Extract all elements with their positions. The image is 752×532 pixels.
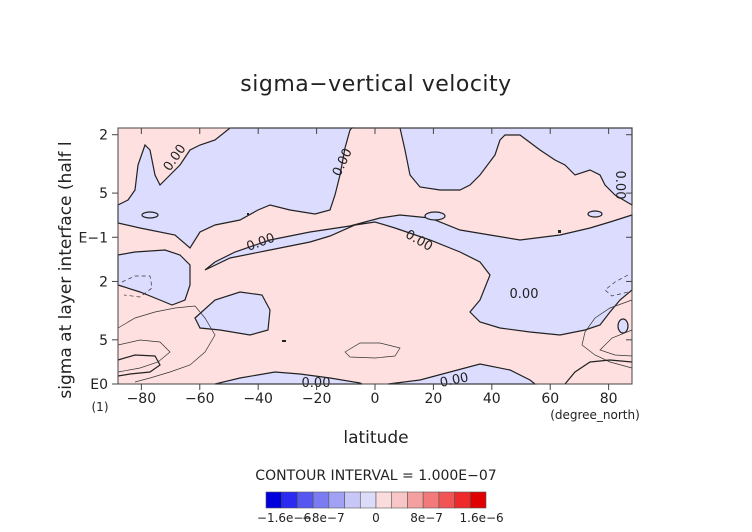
- colorbar-swatch: [328, 491, 345, 509]
- colorbar-swatch: [312, 491, 330, 509]
- colorbar-tick-label: −1.6e−6: [257, 511, 311, 525]
- x-tick-label: −60: [185, 391, 215, 407]
- x-tick-label: −80: [127, 391, 157, 407]
- colorbar-tick-label: 0: [372, 511, 380, 525]
- colorbar-swatch: [438, 491, 455, 509]
- negative-blob-2: [424, 211, 446, 221]
- contour-dashed-right: [604, 274, 629, 297]
- x-tick-label: 60: [541, 391, 559, 407]
- x-tick-label: −40: [243, 391, 273, 407]
- x-tick-label: −20: [302, 391, 332, 407]
- y-tick-label: 2: [99, 128, 108, 144]
- colorbar-swatch: [344, 491, 361, 509]
- contour-thin-left-2: [117, 339, 171, 373]
- colorbar-swatch: [391, 491, 408, 509]
- contour-thin-left: [117, 305, 216, 383]
- contour-thin-right-2: [599, 329, 633, 357]
- y-tick-label: E−1: [79, 230, 108, 246]
- negative-blob-4: [617, 318, 629, 334]
- colorbar-swatch: [469, 491, 487, 509]
- y-tick-label: E0: [90, 377, 108, 393]
- y-tick-label: 5: [99, 333, 108, 349]
- colorbar-swatch: [407, 491, 424, 509]
- negative-region-middle-center: [204, 214, 633, 336]
- x-tick-label: 0: [371, 391, 380, 407]
- x-axis-label: latitude: [343, 428, 408, 448]
- y-axis-units: (1): [92, 400, 109, 414]
- colorbar-swatch: [359, 491, 377, 509]
- y-axis: 2 5 E−1 2 5 E0: [79, 128, 632, 393]
- contour-label-8: 0.00: [439, 370, 470, 391]
- y-tick-label: 5: [99, 186, 108, 202]
- colorbar-swatch: [375, 491, 393, 509]
- chart-title: sigma−vertical velocity: [240, 72, 511, 97]
- bold-bottom-contours: [117, 354, 633, 385]
- marker-dot-1: [247, 213, 249, 215]
- thin-contours: [117, 274, 633, 383]
- y-axis-label: sigma at layer interface (half l: [56, 141, 76, 398]
- negative-region-upper-center: [352, 127, 633, 207]
- x-axis-units: (degree_north): [550, 408, 640, 422]
- colorbar-swatch: [422, 491, 440, 509]
- negative-blob-1: [141, 211, 159, 219]
- contour-thin-center: [344, 342, 401, 359]
- contour-label-5: 0.00: [510, 287, 539, 302]
- colorbar-tick-label: −8e−7: [302, 511, 345, 525]
- y-tick-label: 2: [99, 274, 108, 290]
- plot-area: 0.00 0.00 0.00 0.00 0.00 0.00 0.00 0.00: [117, 127, 633, 391]
- contour-dashed-left: [121, 275, 153, 298]
- negative-regions: [117, 127, 633, 385]
- negative-region-left-blob: [194, 291, 271, 336]
- colorbar-swatch: [281, 491, 298, 509]
- x-tick-label: 20: [424, 391, 442, 407]
- marker-dot-3: [282, 340, 286, 342]
- colorbar-swatch: [297, 491, 314, 509]
- x-axis: −80 −60 −40 −20 0 20 40 60 80: [127, 128, 618, 407]
- contour-label-6: 0.00: [612, 171, 627, 200]
- contour-bold-bottom-left: [117, 354, 161, 377]
- x-tick-label: 40: [483, 391, 501, 407]
- contour-interval-text: CONTOUR INTERVAL = 1.000E−07: [255, 468, 496, 484]
- negative-region-upper-left: [117, 127, 354, 249]
- contour-bold-bottom-right: [564, 359, 633, 385]
- colorbar: −1.6e−6−8e−7 0 8e−7 1.6e−6: [257, 491, 504, 525]
- colorbar-swatch: [265, 491, 283, 509]
- colorbar-swatch: [454, 491, 471, 509]
- negative-region-bottom-right: [387, 363, 537, 385]
- negative-region-middle-band: [117, 249, 191, 306]
- colorbar-tick-label: 1.6e−6: [460, 511, 504, 525]
- colorbar-tick-label: 8e−7: [410, 511, 443, 525]
- x-tick-label: 80: [600, 391, 618, 407]
- negative-blob-3: [587, 210, 603, 218]
- marker-dot-2: [558, 230, 561, 233]
